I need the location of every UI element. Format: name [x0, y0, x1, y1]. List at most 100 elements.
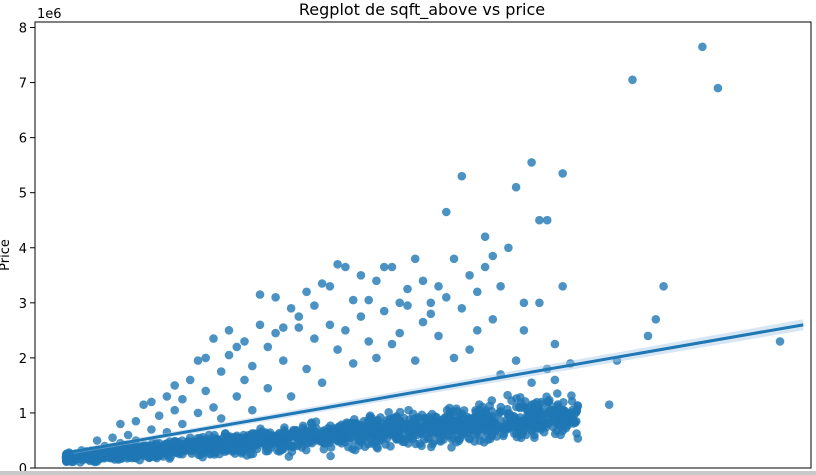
data-point [444, 411, 454, 421]
data-point [410, 356, 420, 365]
data-point [559, 407, 569, 417]
data-point [161, 449, 170, 458]
data-point [326, 443, 336, 452]
data-point [386, 420, 396, 429]
data-point [395, 328, 405, 338]
data-point [116, 419, 125, 429]
data-point [348, 359, 358, 368]
data-point [511, 182, 521, 192]
data-point [326, 451, 335, 461]
data-point [418, 317, 428, 327]
data-point [123, 430, 133, 440]
data-point [465, 345, 474, 354]
data-point [393, 416, 403, 426]
data-point [486, 434, 495, 444]
data-point [261, 446, 271, 456]
data-point [232, 445, 242, 455]
data-point [518, 416, 527, 426]
data-point [350, 445, 360, 455]
data-point [154, 411, 164, 421]
data-point [386, 442, 395, 451]
data-point [387, 339, 397, 349]
data-point [424, 433, 434, 443]
data-point [490, 425, 500, 434]
data-point [310, 301, 319, 310]
data-point [519, 326, 529, 335]
data-point [372, 276, 381, 286]
data-point [519, 298, 529, 308]
data-point [139, 444, 148, 454]
data-point [130, 452, 140, 461]
data-point [255, 320, 265, 330]
data-point [434, 282, 443, 291]
data-point [367, 427, 377, 437]
data-point [527, 400, 537, 410]
data-point [225, 441, 235, 450]
data-point [270, 437, 280, 446]
data-point [201, 386, 210, 396]
data-point [344, 429, 353, 439]
data-point [454, 436, 464, 446]
y-tick-label: 8 [19, 22, 27, 37]
data-point [364, 295, 374, 305]
data-point [263, 429, 272, 439]
data-point [306, 430, 316, 439]
data-point [512, 402, 521, 412]
data-point [248, 449, 258, 459]
data-point [553, 389, 562, 398]
data-point [154, 438, 164, 448]
data-point [535, 298, 544, 308]
data-point [604, 400, 614, 410]
plot-frame [34, 21, 812, 469]
data-point [384, 408, 394, 417]
data-point [185, 433, 195, 443]
data-point [481, 411, 491, 420]
data-point [348, 295, 358, 305]
data-point [475, 421, 485, 431]
data-point [294, 323, 304, 332]
data-point [411, 416, 421, 425]
data-point [423, 416, 433, 425]
data-point [123, 449, 133, 459]
data-point [418, 276, 428, 286]
y-tick-label: 0 [19, 462, 27, 475]
data-point [504, 243, 513, 253]
y-offset-label: 1e6 [37, 7, 62, 22]
y-tick-label: 2 [19, 352, 27, 367]
data-point [288, 442, 297, 452]
data-point [464, 415, 473, 424]
scatter-points [61, 42, 785, 467]
data-point [455, 418, 464, 427]
data-point [436, 437, 445, 446]
data-point [286, 392, 296, 401]
data-point [108, 447, 117, 456]
data-point [569, 410, 579, 420]
data-point [643, 331, 653, 341]
data-point [527, 378, 536, 388]
data-point [279, 323, 288, 332]
data-point [404, 405, 413, 415]
data-point [527, 426, 537, 436]
data-point [193, 408, 203, 418]
data-point [356, 423, 366, 432]
data-point [146, 442, 155, 451]
y-tick-label: 6 [19, 132, 27, 147]
data-point [147, 425, 156, 434]
data-point [560, 415, 569, 424]
data-point [410, 254, 420, 264]
data-point [302, 364, 311, 374]
data-point [496, 282, 505, 291]
data-point [131, 416, 141, 426]
data-point [442, 207, 451, 217]
regression-line-group [73, 319, 804, 454]
data-point [201, 353, 210, 363]
data-point [356, 312, 366, 321]
data-point [300, 439, 309, 449]
data-point [499, 431, 508, 441]
data-point [255, 290, 265, 299]
data-point [363, 418, 373, 428]
data-point [387, 262, 397, 272]
chart-title: Regplot de sqft_above vs price [299, 0, 545, 20]
data-point [393, 434, 402, 444]
data-point [659, 282, 668, 291]
